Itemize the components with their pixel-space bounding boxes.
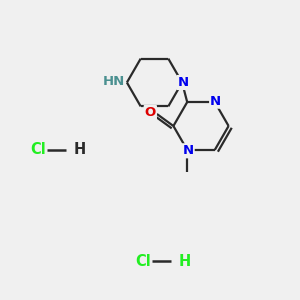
Text: H: H	[178, 254, 191, 268]
Text: Cl: Cl	[135, 254, 151, 268]
Text: HN: HN	[102, 75, 124, 88]
Text: Cl: Cl	[30, 142, 46, 158]
Text: N: N	[177, 76, 189, 89]
Text: N: N	[210, 95, 221, 108]
Text: H: H	[74, 142, 86, 158]
Text: N: N	[182, 144, 194, 157]
Text: O: O	[145, 106, 156, 119]
